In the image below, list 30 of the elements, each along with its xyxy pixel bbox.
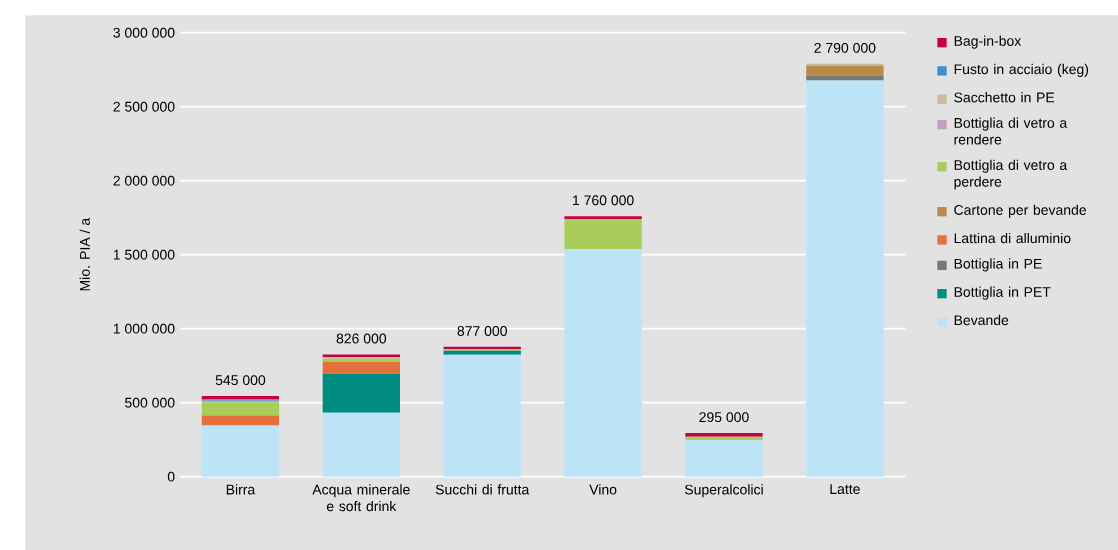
- x-tick-label: Vino: [589, 484, 617, 495]
- y-axis-title: Mio. PIA / a: [79, 217, 90, 291]
- x-tick-label: Birra: [226, 484, 256, 495]
- legend-label: Bottiglia di vetro a perdere: [954, 159, 1068, 190]
- y-tick-label: 2 500 000: [113, 101, 175, 112]
- y-tick-label: 0: [167, 471, 175, 482]
- total-label: 1 760 000: [573, 195, 634, 206]
- y-tick-label: 1 000 000: [113, 323, 175, 334]
- legend-label: Bottiglia in PE: [954, 258, 1042, 272]
- y-tick-label: 1 500 000: [113, 249, 175, 260]
- y-tick-label: 2 000 000: [113, 175, 175, 186]
- y-tick-label: 3 000 000: [113, 27, 175, 38]
- legend-label: Bag-in-box: [954, 35, 1022, 49]
- legend-label: Fusto in acciaio (keg): [954, 63, 1089, 77]
- total-label: 877 000: [457, 326, 507, 336]
- legend-label: Bevande: [954, 314, 1009, 326]
- total-label: 545 000: [215, 375, 266, 386]
- legend-label: Bottiglia di vetro a rendere: [954, 117, 1068, 145]
- x-tick-label: Superalcolici: [684, 484, 763, 498]
- legend-label: Cartone per bevande: [954, 204, 1087, 218]
- total-label: 826 000: [336, 333, 387, 344]
- x-tick-label: Acqua minerale e soft drink: [312, 484, 410, 512]
- legend-label: Lattina di alluminio: [954, 232, 1071, 244]
- legend-label: Sacchetto in PE: [954, 92, 1055, 103]
- total-label: 2 790 000: [814, 42, 876, 53]
- total-label: 295 000: [699, 412, 749, 423]
- x-tick-label: Succhi di frutta: [435, 484, 530, 495]
- legend-label: Bottiglia in PET: [954, 286, 1051, 300]
- y-tick-label: 500 000: [125, 397, 175, 408]
- x-tick-label: Latte: [830, 484, 860, 495]
